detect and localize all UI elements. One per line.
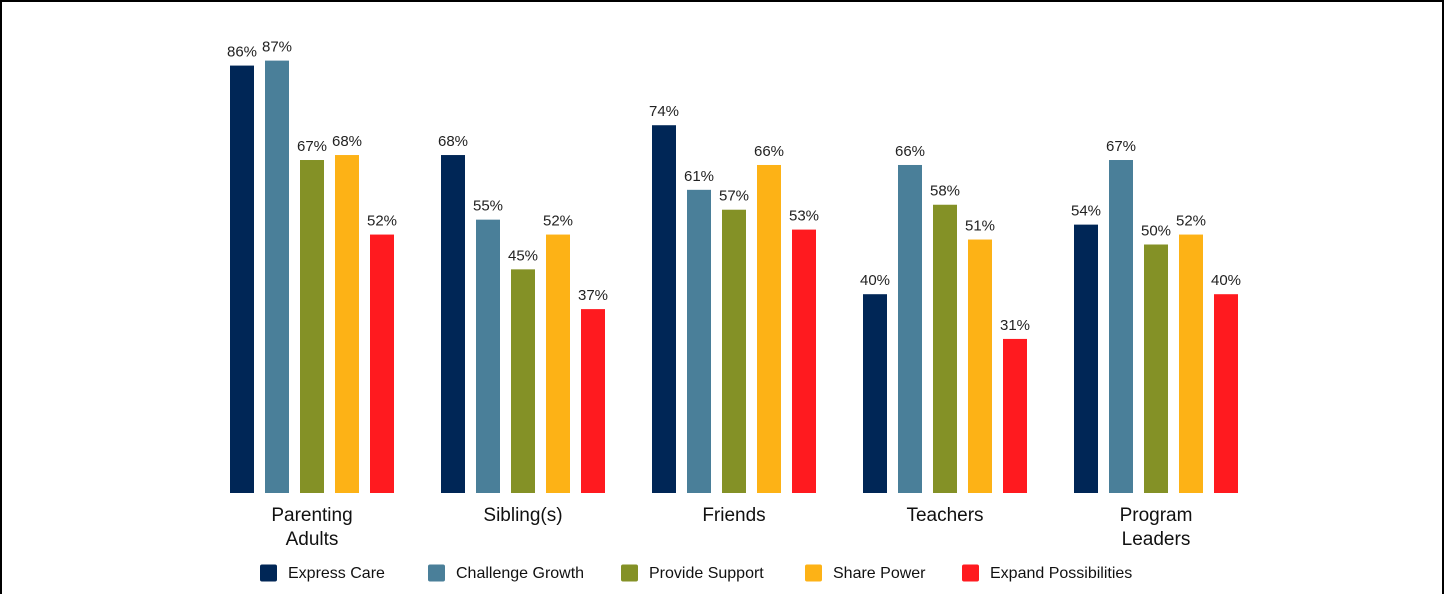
bar-express-care: [1074, 224, 1098, 493]
legend-item-challenge-growth: Challenge Growth: [428, 564, 584, 582]
data-label: 53%: [789, 208, 819, 225]
bar-expand-possibilities: [1214, 294, 1238, 493]
legend-item-share-power: Share Power: [805, 564, 926, 582]
data-label: 52%: [367, 213, 397, 230]
bar-share-power: [757, 164, 781, 494]
category-label: Program Leaders: [1120, 505, 1193, 550]
legend-label: Express Care: [288, 565, 385, 582]
data-label: 87%: [262, 39, 292, 56]
data-label: 67%: [1106, 138, 1136, 155]
bars-layer: [230, 60, 1238, 494]
data-label: 51%: [965, 218, 995, 235]
bar-express-care: [441, 155, 465, 494]
data-label: 61%: [684, 168, 714, 185]
category-labels-layer: Parenting Adults Sibling(s) Friends Teachers…: [271, 505, 1192, 550]
category-label: Friends: [702, 505, 765, 526]
data-label: 37%: [578, 287, 608, 304]
bar-provide-support: [722, 209, 746, 493]
bar-provide-support: [1144, 244, 1168, 493]
bar-expand-possibilities: [1003, 338, 1027, 493]
bar-expand-possibilities: [370, 234, 394, 493]
legend-swatch: [260, 564, 277, 582]
category-label: Sibling(s): [483, 505, 562, 526]
bar-share-power: [546, 234, 570, 493]
data-label: 74%: [649, 103, 679, 120]
data-label: 58%: [930, 183, 960, 200]
legend-swatch: [962, 564, 979, 582]
bar-expand-possibilities: [792, 229, 816, 493]
data-label: 57%: [719, 188, 749, 205]
data-label: 50%: [1141, 223, 1171, 240]
data-label: 66%: [754, 143, 784, 160]
data-label: 67%: [297, 138, 327, 155]
legend: Express Care Challenge Growth Provide Supp…: [260, 564, 1132, 582]
legend-label: Challenge Growth: [456, 565, 584, 582]
legend-label: Expand Possibilities: [990, 565, 1132, 582]
bar-share-power: [968, 239, 992, 493]
bar-challenge-growth: [476, 219, 500, 493]
category-label: Parenting Adults: [271, 505, 352, 550]
bar-provide-support: [933, 204, 957, 494]
data-label: 68%: [332, 133, 362, 150]
bar-express-care: [652, 125, 676, 493]
legend-label: Provide Support: [649, 565, 764, 582]
data-label: 86%: [227, 44, 257, 61]
data-label: 68%: [438, 133, 468, 150]
legend-swatch: [621, 564, 638, 582]
data-label: 52%: [543, 213, 573, 230]
bar-express-care: [230, 65, 254, 493]
bar-expand-possibilities: [581, 309, 605, 493]
data-label: 54%: [1071, 203, 1101, 220]
bar-provide-support: [511, 269, 535, 493]
data-label: 52%: [1176, 213, 1206, 230]
bar-provide-support: [300, 160, 324, 493]
data-label: 31%: [1000, 317, 1030, 334]
legend-item-express-care: Express Care: [260, 564, 385, 582]
legend-item-expand-possibilities: Expand Possibilities: [962, 564, 1132, 582]
bar-challenge-growth: [265, 60, 289, 494]
bar-share-power: [1179, 234, 1203, 493]
data-label: 45%: [508, 247, 538, 264]
value-labels-layer: 86% 87% 67% 68% 52% 68% 55% 45% 52% 37% 74% 61% 57% 6…: [227, 39, 1241, 334]
bar-challenge-growth: [898, 164, 922, 494]
bar-express-care: [863, 294, 887, 493]
bar-challenge-growth: [1109, 160, 1133, 493]
bar-challenge-growth: [687, 189, 711, 493]
data-label: 66%: [895, 143, 925, 160]
bar-share-power: [335, 155, 359, 494]
legend-label: Share Power: [833, 565, 926, 582]
legend-item-provide-support: Provide Support: [621, 564, 764, 582]
legend-swatch: [805, 564, 822, 582]
legend-swatch: [428, 564, 445, 582]
category-label: Teachers: [906, 505, 983, 526]
data-label: 55%: [473, 198, 503, 215]
data-label: 40%: [1211, 272, 1241, 289]
data-label: 40%: [860, 272, 890, 289]
